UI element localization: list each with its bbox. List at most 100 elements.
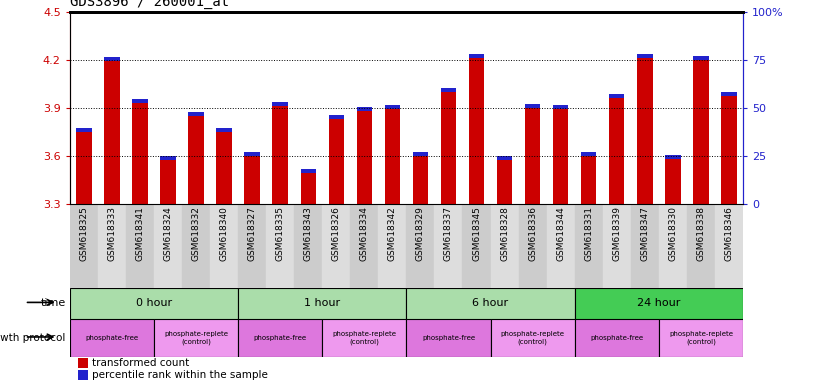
Bar — [553, 105, 568, 109]
Text: transformed count: transformed count — [92, 358, 189, 368]
Bar — [323, 204, 351, 288]
Bar — [300, 169, 316, 173]
Bar — [273, 102, 288, 106]
Bar — [294, 204, 323, 288]
Text: GSM618327: GSM618327 — [248, 206, 257, 261]
Text: GSM618345: GSM618345 — [472, 206, 481, 261]
Bar — [659, 204, 687, 288]
Text: GSM618347: GSM618347 — [640, 206, 649, 261]
Bar — [210, 204, 238, 288]
Text: GSM618346: GSM618346 — [724, 206, 733, 261]
Text: phosphate-replete
(control): phosphate-replete (control) — [669, 331, 733, 345]
Text: phosphate-free: phosphate-free — [590, 335, 644, 341]
Bar — [126, 204, 154, 288]
Bar — [182, 204, 210, 288]
Text: phosphate-free: phosphate-free — [85, 335, 139, 341]
Text: GSM618335: GSM618335 — [276, 206, 285, 261]
Bar — [722, 96, 736, 204]
Bar — [715, 204, 743, 288]
Bar — [76, 127, 91, 131]
Bar — [217, 131, 232, 204]
Text: GSM618341: GSM618341 — [135, 206, 144, 261]
Bar — [491, 319, 575, 357]
Bar — [603, 204, 631, 288]
Text: phosphate-free: phosphate-free — [422, 335, 475, 341]
Text: GSM618331: GSM618331 — [585, 206, 594, 261]
Text: GSM618328: GSM618328 — [500, 206, 509, 261]
Bar — [575, 204, 603, 288]
Text: 0 hour: 0 hour — [135, 298, 172, 308]
Text: GSM618329: GSM618329 — [416, 206, 425, 261]
Bar — [160, 156, 176, 161]
Bar — [406, 288, 575, 319]
Bar — [378, 204, 406, 288]
Text: GSM618337: GSM618337 — [444, 206, 453, 261]
Bar — [665, 159, 681, 204]
Bar — [406, 319, 491, 357]
Bar — [132, 99, 148, 103]
Bar — [469, 54, 484, 58]
Bar — [98, 204, 126, 288]
Bar — [154, 204, 182, 288]
Bar — [441, 91, 456, 204]
Bar — [245, 156, 259, 204]
Bar — [385, 109, 400, 204]
Bar — [188, 111, 204, 116]
Bar — [525, 104, 540, 108]
Text: GSM618334: GSM618334 — [360, 206, 369, 261]
Bar — [104, 61, 120, 204]
Bar — [406, 204, 434, 288]
Text: phosphate-replete
(control): phosphate-replete (control) — [501, 331, 565, 345]
Text: phosphate-free: phosphate-free — [254, 335, 307, 341]
Bar — [581, 152, 596, 156]
Text: GSM618344: GSM618344 — [556, 206, 565, 261]
Bar — [497, 161, 512, 204]
Bar — [659, 319, 743, 357]
Bar — [188, 116, 204, 204]
Bar — [637, 58, 653, 204]
Bar — [356, 111, 372, 204]
Bar — [575, 319, 659, 357]
Bar — [238, 319, 323, 357]
Bar — [687, 204, 715, 288]
Bar — [525, 108, 540, 204]
Text: GSM618338: GSM618338 — [696, 206, 705, 261]
Bar — [637, 54, 653, 58]
Text: GSM618333: GSM618333 — [108, 206, 117, 261]
Bar — [273, 106, 288, 204]
Bar — [154, 319, 238, 357]
Bar — [441, 88, 456, 91]
Text: 1 hour: 1 hour — [304, 298, 341, 308]
Text: GSM618324: GSM618324 — [163, 206, 172, 261]
Text: phosphate-replete
(control): phosphate-replete (control) — [164, 331, 228, 345]
Bar — [609, 94, 625, 98]
Text: GSM618330: GSM618330 — [668, 206, 677, 261]
Text: phosphate-replete
(control): phosphate-replete (control) — [333, 331, 397, 345]
Bar — [497, 156, 512, 161]
Bar — [245, 152, 259, 156]
Bar — [609, 98, 625, 204]
Text: GSM618326: GSM618326 — [332, 206, 341, 261]
Bar — [553, 109, 568, 204]
Bar — [722, 92, 736, 96]
Bar — [434, 204, 462, 288]
Text: GSM618343: GSM618343 — [304, 206, 313, 261]
Bar — [328, 115, 344, 119]
Bar — [70, 288, 238, 319]
Text: time: time — [40, 298, 66, 308]
Bar — [104, 57, 120, 61]
Bar — [631, 204, 659, 288]
Bar — [323, 319, 406, 357]
Bar — [519, 204, 547, 288]
Bar — [575, 288, 743, 319]
Bar — [238, 204, 266, 288]
Text: GSM618340: GSM618340 — [219, 206, 228, 261]
Text: GSM618332: GSM618332 — [191, 206, 200, 261]
Bar — [581, 156, 596, 204]
Bar — [328, 119, 344, 204]
Bar — [469, 58, 484, 204]
Bar — [413, 156, 428, 204]
Text: GSM618342: GSM618342 — [388, 206, 397, 261]
Bar — [491, 204, 519, 288]
Bar — [351, 204, 378, 288]
